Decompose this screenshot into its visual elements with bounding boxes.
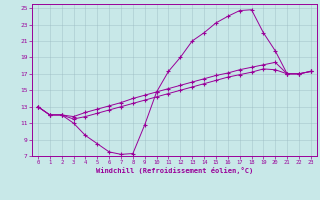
X-axis label: Windchill (Refroidissement éolien,°C): Windchill (Refroidissement éolien,°C): [96, 167, 253, 174]
